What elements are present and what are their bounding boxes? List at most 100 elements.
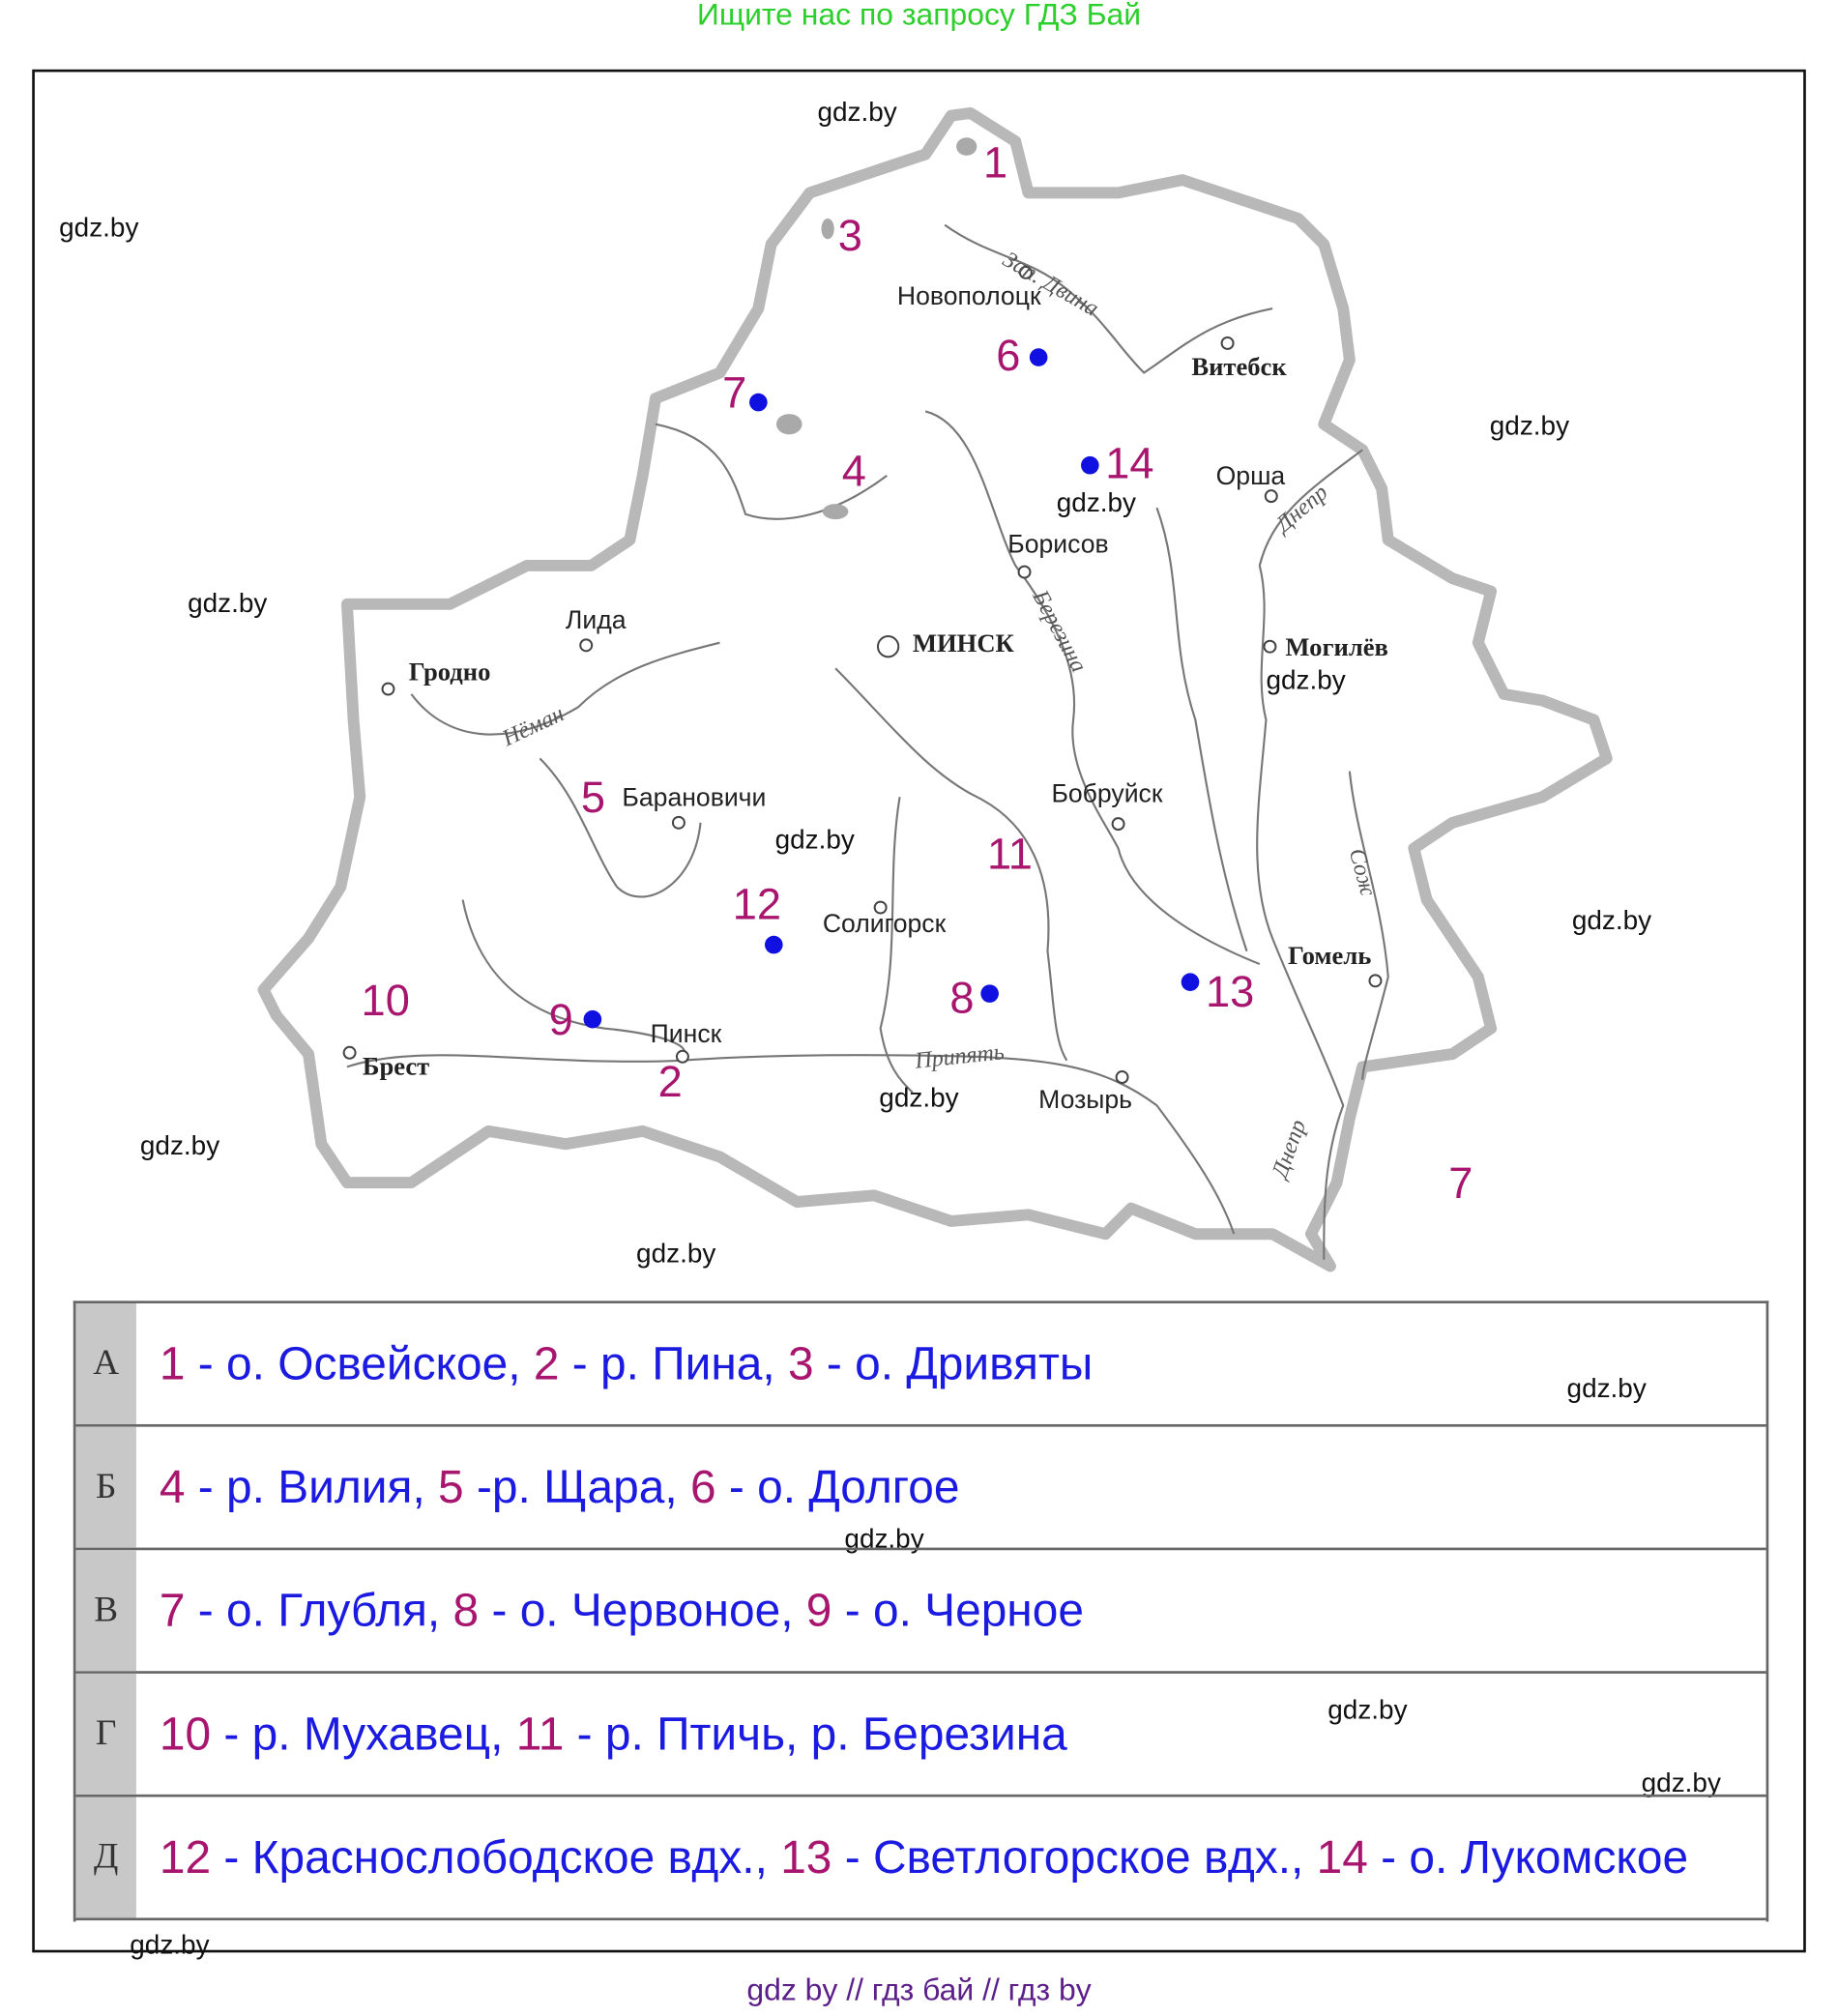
city-marker — [1264, 489, 1278, 504]
city-marker — [381, 682, 395, 696]
answer-number: 1 — [159, 1336, 186, 1390]
city-marker — [1115, 1070, 1129, 1085]
city-label: Витебск — [1191, 353, 1287, 382]
city-label: МИНСК — [912, 629, 1014, 658]
answer-number: 4 — [159, 1460, 186, 1513]
table-row: Г 10 - р. Мухавец, 11 - р. Птичь, р. Бере… — [75, 1673, 1766, 1797]
river-berezina — [924, 410, 1261, 966]
answer-label: - о. Червоное, — [479, 1583, 806, 1637]
map-number-15: 7 — [1448, 1159, 1473, 1209]
watermark: gdz.by — [59, 213, 139, 244]
river-zap-dvina — [944, 223, 1273, 374]
answer-number: 11 — [515, 1707, 565, 1760]
city-label: Гродно — [408, 657, 491, 687]
city-marker — [342, 1045, 357, 1060]
river-neman — [410, 641, 720, 736]
watermark: gdz.by — [774, 825, 855, 856]
answer-label: - о. Дривяты — [813, 1336, 1094, 1390]
watermark: gdz.by — [188, 588, 268, 619]
answer-label: - р. Мухавец, — [211, 1707, 516, 1760]
watermark: gdz.by — [1571, 906, 1652, 936]
lake-dot — [1029, 348, 1048, 366]
answer-text: 4 - р. Вилия, 5 -р. Щара, 6 - о. Долгое — [136, 1460, 960, 1514]
watermark: gdz.by — [1489, 411, 1570, 441]
answer-label: - р. Вилия, — [185, 1460, 439, 1513]
answer-number: 14 — [1316, 1830, 1368, 1884]
answer-number: 5 — [438, 1460, 464, 1513]
answer-label: - р. Птичь, р. Березина — [564, 1707, 1067, 1760]
country-border — [257, 107, 1613, 1272]
answer-label: - о. Глубля, — [185, 1583, 453, 1637]
row-letter: Г — [75, 1673, 136, 1795]
watermark: gdz.by — [1327, 1695, 1408, 1726]
city-marker — [1220, 336, 1235, 350]
answer-text: 12 - Краснослободское вдх., 13 - Светлог… — [136, 1830, 1688, 1885]
lake-viliya-reservoir — [822, 504, 849, 520]
map-number-12: 12 — [732, 880, 782, 930]
answer-number: 13 — [780, 1830, 832, 1884]
watermark: gdz.by — [1056, 488, 1137, 518]
river-pripyat — [346, 1054, 1236, 1235]
watermark: gdz.by — [879, 1083, 959, 1114]
city-label: Брест — [362, 1052, 430, 1082]
table-row: Д 12 - Краснослободское вдх., 13 - Светло… — [75, 1797, 1766, 1921]
city-label: Орша — [1215, 462, 1286, 491]
lake-dot — [764, 935, 783, 954]
rivers — [346, 223, 1389, 1260]
lake-dots — [583, 348, 1200, 1029]
lake-osveyskoye — [956, 137, 977, 156]
lake-naroch — [775, 414, 802, 435]
river-viliya — [655, 423, 888, 520]
footer-links: gdz by // гдз бай // гдз by — [746, 1972, 1092, 2008]
map-number-11: 11 — [986, 830, 1033, 880]
answer-number: 6 — [689, 1460, 716, 1513]
city-marker — [1111, 817, 1125, 832]
city-marker — [1263, 639, 1277, 654]
city-marker — [671, 815, 686, 830]
map-number-1: 1 — [982, 138, 1008, 189]
city-label: Борисов — [1007, 531, 1109, 560]
map-number-6: 6 — [996, 331, 1021, 381]
answer-text: 10 - р. Мухавец, 11 - р. Птичь, р. Берез… — [136, 1707, 1067, 1761]
row-letter: А — [75, 1303, 136, 1424]
watermark: gdz.by — [130, 1930, 210, 1961]
answer-label: - Светлогорское вдх., — [831, 1830, 1317, 1884]
watermark: gdz.by — [1566, 1374, 1647, 1404]
lake-dot — [980, 984, 999, 1003]
river-dnepr — [1256, 449, 1363, 1260]
map-number-9: 9 — [548, 996, 573, 1045]
lake-dot — [1081, 455, 1099, 475]
row-letter: Б — [75, 1426, 136, 1548]
answer-number: 3 — [788, 1336, 814, 1390]
map-number-14: 14 — [1105, 439, 1154, 489]
answer-text: 7 - о. Глубля, 8 - о. Червоное, 9 - о. Ч… — [136, 1584, 1084, 1638]
map-number-8: 8 — [949, 974, 975, 1024]
row-letter: Д — [75, 1797, 136, 1918]
city-label: Барановичи — [622, 783, 767, 813]
answer-label: - о. Долгое — [715, 1460, 960, 1513]
answer-number: 7 — [159, 1583, 186, 1637]
city-label: Бобруйск — [1051, 779, 1163, 809]
city-label: Лида — [565, 606, 627, 635]
lakes — [775, 137, 977, 520]
map-number-13: 13 — [1205, 968, 1255, 1017]
answer-number: 2 — [533, 1336, 560, 1390]
city-label: Могилёв — [1285, 633, 1388, 662]
answer-label: - о. Черное — [831, 1583, 1084, 1637]
answer-label: - о. Лукомское — [1367, 1830, 1689, 1884]
city-marker — [675, 1049, 689, 1064]
city-marker — [579, 638, 594, 653]
map-number-3: 3 — [837, 212, 862, 261]
answer-label: - р. Пина, — [559, 1336, 789, 1390]
watermark: gdz.by — [1641, 1768, 1721, 1798]
city-marker — [1018, 265, 1033, 279]
river-shchara — [539, 757, 702, 898]
river-drut — [1155, 507, 1248, 952]
map-number-7: 7 — [722, 368, 747, 419]
city-marker — [1368, 974, 1383, 988]
watermark: gdz.by — [817, 98, 897, 128]
